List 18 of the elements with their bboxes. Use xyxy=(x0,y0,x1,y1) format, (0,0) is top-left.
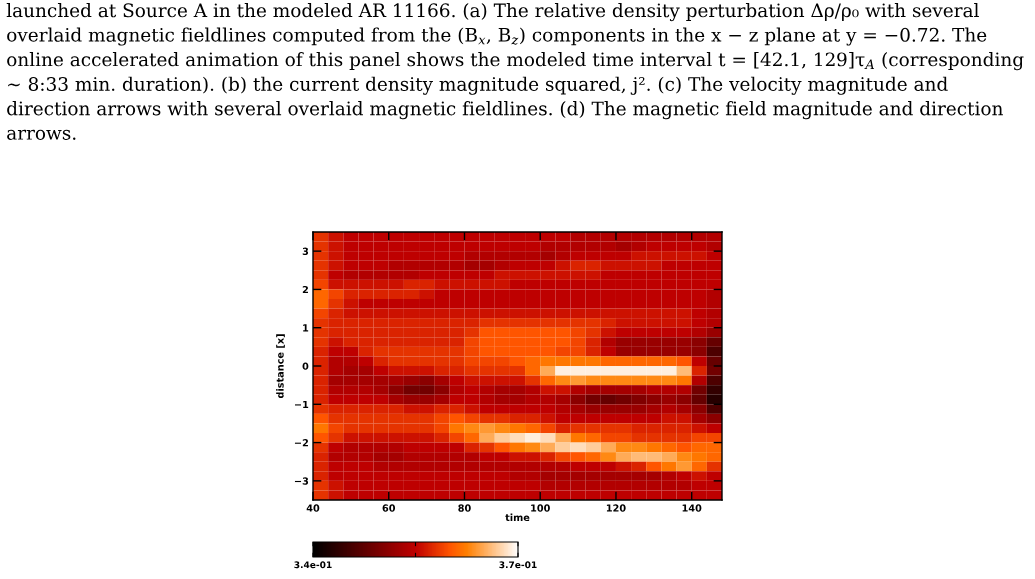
x-tick-label: 60 xyxy=(382,504,396,512)
x-tick-label: 140 xyxy=(682,504,702,512)
color-bar-label: 3.7e-01 xyxy=(499,561,537,569)
color-bar-label: 3.4e-01 xyxy=(294,561,332,569)
y-tick-label: −2 xyxy=(294,439,308,447)
x-tick-label: 80 xyxy=(458,504,471,512)
y-tick-label: −1 xyxy=(294,400,309,408)
y-axis-title: distance [x] xyxy=(276,334,285,399)
y-tick-label: 3 xyxy=(302,247,309,255)
x-tick-label: 120 xyxy=(606,504,626,512)
y-tick-label: 2 xyxy=(302,285,308,294)
x-axis-title: time xyxy=(505,513,530,522)
text: launched at Source A in the modeled AR 11166. (a) The relative density perturbation Δρ/ρ₀ with several overlaid magnetic fieldlines computed from the (B$_{x}$, B$_{z}$) components in the x − z plane at y = −0.72. The online accelerated animation of this panel shows the modeled time interval t = [42.1, 129]τ$_{A}$ (corresponding ∼ 8:33 min. duration). (b) the current density magnitude squared, j². (c) The velocity magnitude and direction arrows with several overlaid magnetic fieldlines. (d) The magnetic field magnitude and direction arrows. xyxy=(6,3,1024,140)
y-tick-label: 0 xyxy=(302,362,309,370)
y-tick-label: −3 xyxy=(294,477,309,485)
y-tick-label: 1 xyxy=(303,324,309,332)
x-tick-label: 100 xyxy=(531,504,550,512)
x-tick-label: 40 xyxy=(306,504,320,512)
